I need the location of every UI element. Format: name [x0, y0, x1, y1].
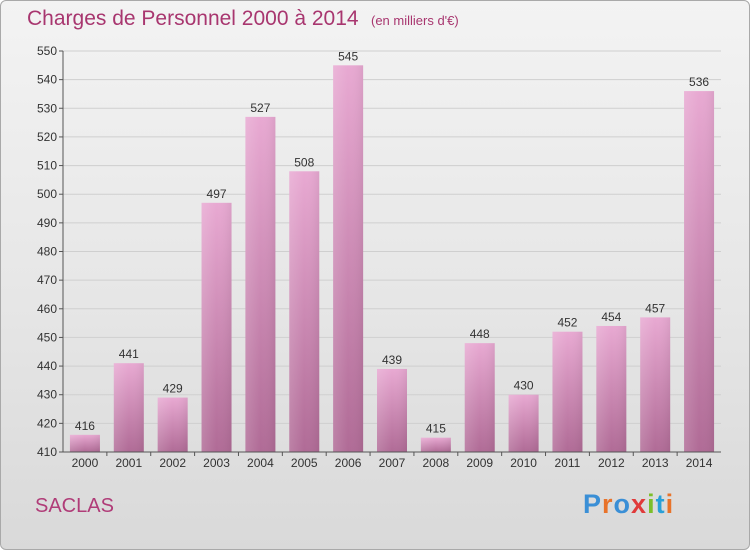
y-tick-label: 450: [37, 330, 57, 344]
x-tick-label: 2007: [379, 456, 406, 470]
bar-shine: [552, 331, 583, 452]
y-axis-ticks: 410 420 430 440 450 460 470 480 490 500 510 520 530 5…: [37, 44, 63, 459]
bar-shine: [289, 171, 320, 453]
x-tick-label: 2009: [466, 456, 493, 470]
x-tick-label: 2002: [159, 456, 186, 470]
bar-shine: [420, 437, 451, 452]
x-tick-label: 2001: [115, 456, 142, 470]
bars: [69, 65, 715, 453]
bar-shine: [596, 325, 627, 452]
y-tick-label: 410: [37, 445, 57, 459]
data-label: 497: [207, 187, 227, 201]
bar-shine: [684, 91, 715, 452]
x-tick-label: 2005: [291, 456, 318, 470]
data-label: 536: [689, 75, 709, 89]
y-tick-label: 430: [37, 388, 57, 402]
bar-shine: [333, 65, 364, 453]
x-tick-label: 2012: [598, 456, 625, 470]
axes: [62, 51, 721, 453]
x-tick-label: 2000: [72, 456, 99, 470]
x-tick-label: 2014: [686, 456, 713, 470]
data-label: 415: [426, 422, 446, 436]
logo-letter: P: [583, 489, 603, 519]
data-label: 430: [514, 379, 534, 393]
chart-subtitle: (en milliers d'€): [371, 13, 459, 28]
logo-letter: i: [647, 489, 656, 519]
bar-shine: [69, 434, 100, 452]
y-tick-label: 480: [37, 245, 57, 259]
logo-letter: r: [602, 489, 614, 519]
y-tick-label: 460: [37, 302, 57, 316]
data-label: 416: [75, 419, 95, 433]
bar-shine: [113, 363, 144, 452]
y-tick-label: 420: [37, 416, 57, 430]
logo-letter: t: [655, 489, 666, 519]
y-tick-label: 440: [37, 359, 57, 373]
x-tick-label: 2010: [510, 456, 537, 470]
y-tick-label: 490: [37, 216, 57, 230]
data-label: 452: [557, 316, 577, 330]
x-tick-label: 2011: [555, 456, 581, 470]
y-tick-label: 540: [37, 73, 57, 87]
logo-letter: o: [613, 489, 632, 519]
data-label: 457: [645, 301, 665, 315]
commune-name: SACLAS: [35, 495, 114, 517]
x-tick-label: 2008: [423, 456, 450, 470]
bar-shine: [201, 202, 232, 452]
y-tick-label: 510: [37, 159, 57, 173]
data-label: 545: [338, 49, 358, 63]
bar-shine: [508, 394, 539, 452]
x-tick-label: 2003: [203, 456, 230, 470]
data-label: 527: [250, 101, 270, 115]
bar-shine: [157, 397, 188, 452]
x-tick-label: 2006: [335, 456, 362, 470]
bar-shine: [245, 116, 276, 452]
data-label: 508: [294, 155, 314, 169]
data-labels: 416 441 429 497 527 508 545 439 415 448 430 452 454 4…: [75, 49, 709, 435]
data-label: 439: [382, 353, 402, 367]
y-tick-label: 500: [37, 187, 57, 201]
data-label: 454: [601, 310, 621, 324]
x-tick-label: 2013: [642, 456, 669, 470]
x-axis-ticks: 2000 2001 2002 2003 2004 2005 2006 2007 2008 2009…: [72, 452, 713, 470]
x-tick-label: 2004: [247, 456, 274, 470]
chart-title: Charges de Personnel 2000 à 2014: [27, 7, 359, 30]
data-label: 429: [163, 382, 183, 396]
data-label: 448: [470, 327, 490, 341]
y-tick-label: 520: [37, 130, 57, 144]
proxiti-logo: Proxiti: [583, 489, 674, 520]
bar-shine: [377, 368, 407, 452]
bar-shine: [640, 317, 671, 452]
y-tick-label: 550: [37, 44, 57, 58]
logo-letter: x: [631, 489, 648, 519]
logo-letter: i: [665, 489, 675, 519]
bar-shine: [464, 343, 495, 452]
data-label: 441: [119, 347, 139, 361]
y-tick-label: 530: [37, 101, 57, 115]
y-tick-label: 470: [37, 273, 57, 287]
